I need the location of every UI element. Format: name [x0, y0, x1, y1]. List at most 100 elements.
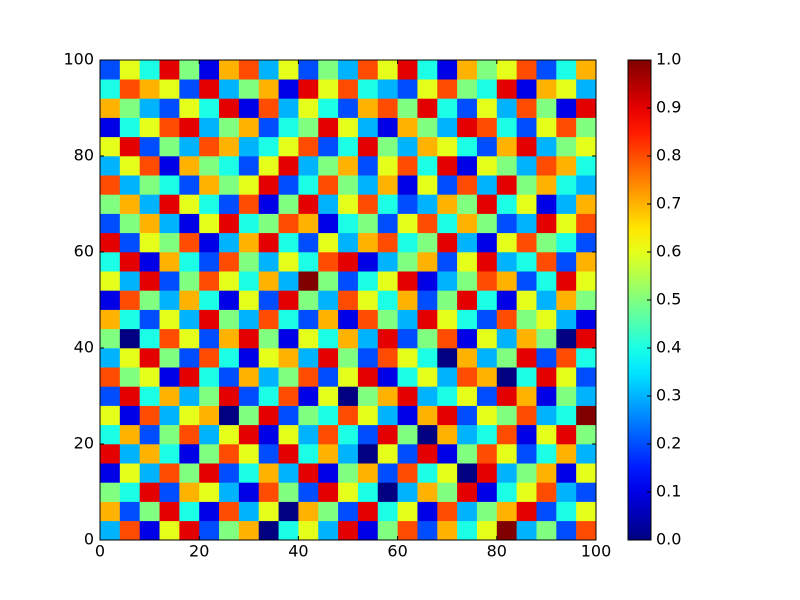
- colorbar-tick-label: 0.0: [656, 530, 681, 549]
- heatmap-cell: [556, 156, 577, 176]
- heatmap-cell: [437, 232, 458, 253]
- heatmap-cell: [139, 367, 160, 387]
- heatmap-cell: [417, 60, 438, 80]
- heatmap-cell: [318, 482, 339, 502]
- heatmap-cell: [179, 79, 200, 99]
- heatmap-cell: [457, 232, 478, 253]
- heatmap-cell: [238, 386, 260, 406]
- y-tick-label: 80: [74, 146, 94, 165]
- colorbar-tick-label: 0.2: [656, 434, 681, 453]
- heatmap-cell: [357, 328, 379, 349]
- heatmap-cell: [437, 290, 458, 310]
- heatmap-cell: [119, 444, 140, 464]
- heatmap-cell: [338, 501, 359, 522]
- x-tick-label: 80: [487, 542, 507, 561]
- heatmap-cell: [437, 444, 458, 464]
- heatmap-cell: [179, 252, 200, 272]
- heatmap-cell: [457, 309, 478, 330]
- heatmap-cell: [536, 271, 557, 291]
- heatmap-cell: [119, 252, 140, 272]
- heatmap-cell: [338, 463, 359, 483]
- heatmap-cell: [318, 405, 339, 426]
- heatmap-cell: [536, 290, 557, 310]
- heatmap-cell: [100, 424, 121, 445]
- heatmap-cell: [437, 386, 458, 406]
- heatmap-cell: [338, 367, 359, 387]
- heatmap-cell: [437, 79, 458, 99]
- heatmap-cell: [417, 79, 438, 99]
- heatmap-cell: [397, 79, 418, 99]
- colorbar-tick-label: 0.9: [656, 98, 681, 117]
- heatmap-cell: [476, 194, 498, 214]
- heatmap-cell: [139, 424, 160, 445]
- heatmap-cell: [119, 194, 140, 214]
- heatmap-cell: [397, 117, 418, 138]
- heatmap-cell: [100, 290, 121, 310]
- heatmap-cell: [278, 271, 299, 291]
- heatmap-cell: [536, 348, 557, 368]
- heatmap-cell: [377, 482, 398, 502]
- heatmap-cell: [576, 520, 597, 541]
- heatmap-cell: [258, 271, 279, 291]
- heatmap-cell: [377, 424, 398, 445]
- heatmap-cell: [139, 328, 160, 349]
- heatmap-cell: [496, 232, 517, 253]
- heatmap-cell: [219, 117, 240, 138]
- heatmap-cell: [258, 136, 279, 157]
- heatmap-cell: [536, 386, 557, 406]
- heatmap-cell: [457, 271, 478, 291]
- heatmap-cell: [338, 271, 359, 291]
- heatmap-cell: [258, 520, 279, 541]
- heatmap-cell: [476, 156, 498, 176]
- heatmap-cell: [377, 367, 398, 387]
- heatmap-cell: [576, 117, 597, 138]
- heatmap-cell: [159, 348, 180, 368]
- heatmap-cell: [318, 213, 339, 234]
- heatmap-cell: [100, 328, 121, 349]
- heatmap-cell: [496, 386, 517, 406]
- heatmap-cell: [238, 520, 260, 541]
- x-tick-label: 0: [95, 542, 105, 561]
- heatmap-cell: [338, 252, 359, 272]
- heatmap-cell: [357, 463, 379, 483]
- heatmap-cell: [357, 501, 379, 522]
- heatmap-cell: [179, 136, 200, 157]
- heatmap-cell: [476, 386, 498, 406]
- heatmap-cell: [556, 79, 577, 99]
- heatmap-cell: [457, 482, 478, 502]
- heatmap-cell: [576, 60, 597, 80]
- heatmap-cell: [377, 98, 398, 118]
- heatmap-cell: [377, 156, 398, 176]
- heatmap-cell: [278, 252, 299, 272]
- heatmap-cell: [159, 252, 180, 272]
- heatmap-cell: [576, 463, 597, 483]
- heatmap-cell: [417, 463, 438, 483]
- heatmap-cell: [457, 98, 478, 118]
- heatmap-cell: [199, 463, 220, 483]
- heatmap-cell: [457, 328, 478, 349]
- heatmap-cell: [516, 520, 537, 541]
- heatmap-cell: [258, 175, 279, 195]
- heatmap-cell: [100, 136, 121, 157]
- heatmap-cell: [417, 175, 438, 195]
- heatmap-cell: [298, 79, 319, 99]
- heatmap-cell: [576, 444, 597, 464]
- heatmap-cell: [338, 424, 359, 445]
- heatmap-cell: [119, 348, 140, 368]
- heatmap-cell: [159, 98, 180, 118]
- heatmap-cell: [318, 348, 339, 368]
- heatmap-cell: [199, 117, 220, 138]
- heatmap-cell: [318, 463, 339, 483]
- heatmap-cell: [556, 309, 577, 330]
- heatmap-cell: [159, 463, 180, 483]
- heatmap-cell: [278, 60, 299, 80]
- heatmap-cell: [159, 194, 180, 214]
- heatmap-cell: [179, 348, 200, 368]
- heatmap-cell: [338, 232, 359, 253]
- heatmap-cell: [536, 501, 557, 522]
- heatmap-cell: [338, 156, 359, 176]
- heatmap-cell: [397, 367, 418, 387]
- heatmap-cell: [258, 60, 279, 80]
- heatmap-cell: [258, 156, 279, 176]
- heatmap-cell: [238, 213, 260, 234]
